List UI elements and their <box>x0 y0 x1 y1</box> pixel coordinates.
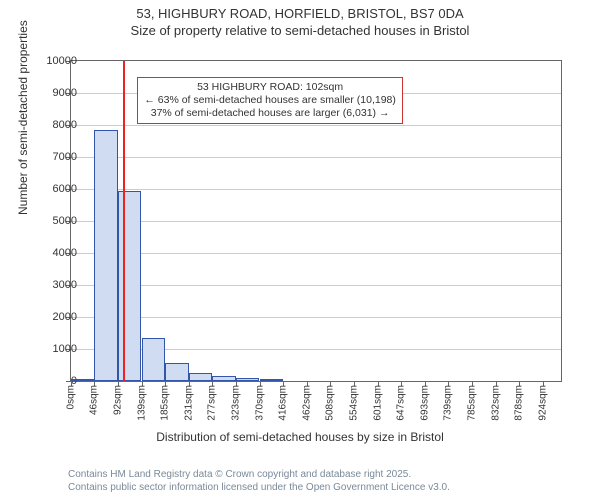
xtick-label: 601sqm <box>372 385 383 421</box>
xtick-label: 693sqm <box>419 385 430 421</box>
histogram-bar <box>71 379 94 381</box>
ytick-label: 1000 <box>37 343 77 355</box>
footer-line1: Contains HM Land Registry data © Crown c… <box>68 469 450 482</box>
histogram-bar <box>142 338 165 381</box>
footer-attribution: Contains HM Land Registry data © Crown c… <box>68 469 450 494</box>
gridline <box>71 253 561 254</box>
x-axis-label: Distribution of semi-detached houses by … <box>0 430 600 444</box>
ytick-label: 5000 <box>37 215 77 227</box>
histogram-bar <box>118 191 141 381</box>
histogram-bar <box>212 376 235 381</box>
reference-line <box>123 61 125 381</box>
xtick-label: 647sqm <box>396 385 407 421</box>
ytick-label: 8000 <box>37 119 77 131</box>
footer-line2: Contains public sector information licen… <box>68 482 450 495</box>
ytick-label: 3000 <box>37 279 77 291</box>
annotation-line2: ← 63% of semi-detached houses are smalle… <box>144 94 396 107</box>
histogram-bar <box>165 363 188 381</box>
gridline <box>71 189 561 190</box>
title-line1: 53, HIGHBURY ROAD, HORFIELD, BRISTOL, BS… <box>0 6 600 23</box>
plot-region: 0100020003000400050006000700080009000100… <box>70 60 562 382</box>
xtick-label: 323sqm <box>230 385 241 421</box>
xtick-label: 462sqm <box>301 385 312 421</box>
xtick-label: 370sqm <box>254 385 265 421</box>
xtick-label: 924sqm <box>537 385 548 421</box>
xtick-label: 416sqm <box>278 385 289 421</box>
histogram-bar <box>236 378 259 381</box>
title-line2: Size of property relative to semi-detach… <box>0 23 600 40</box>
xtick-label: 277sqm <box>207 385 218 421</box>
xtick-label: 0sqm <box>66 385 77 409</box>
xtick-label: 878sqm <box>514 385 525 421</box>
ytick-label: 9000 <box>37 87 77 99</box>
xtick-label: 832sqm <box>490 385 501 421</box>
ytick-label: 6000 <box>37 183 77 195</box>
xtick-label: 231sqm <box>183 385 194 421</box>
chart-title: 53, HIGHBURY ROAD, HORFIELD, BRISTOL, BS… <box>0 0 600 40</box>
histogram-bar <box>260 379 283 381</box>
gridline <box>71 317 561 318</box>
gridline <box>71 157 561 158</box>
annotation-line1: 53 HIGHBURY ROAD: 102sqm <box>144 81 396 94</box>
xtick-label: 139sqm <box>136 385 147 421</box>
gridline <box>71 125 561 126</box>
xtick-label: 92sqm <box>112 385 123 415</box>
chart-area: 0100020003000400050006000700080009000100… <box>60 50 570 415</box>
ytick-label: 10000 <box>37 55 77 67</box>
histogram-bar <box>94 130 117 381</box>
y-axis-label: Number of semi-detached properties <box>16 20 30 215</box>
xtick-label: 508sqm <box>325 385 336 421</box>
ytick-label: 4000 <box>37 247 77 259</box>
annotation-box: 53 HIGHBURY ROAD: 102sqm← 63% of semi-de… <box>137 77 403 124</box>
xtick-label: 554sqm <box>348 385 359 421</box>
gridline <box>71 221 561 222</box>
gridline <box>71 285 561 286</box>
histogram-bar <box>189 373 212 381</box>
xtick-label: 46sqm <box>89 385 100 415</box>
xtick-label: 185sqm <box>160 385 171 421</box>
ytick-label: 2000 <box>37 311 77 323</box>
xtick-label: 785sqm <box>466 385 477 421</box>
annotation-line3: 37% of semi-detached houses are larger (… <box>144 107 396 120</box>
ytick-label: 7000 <box>37 151 77 163</box>
xtick-label: 739sqm <box>443 385 454 421</box>
